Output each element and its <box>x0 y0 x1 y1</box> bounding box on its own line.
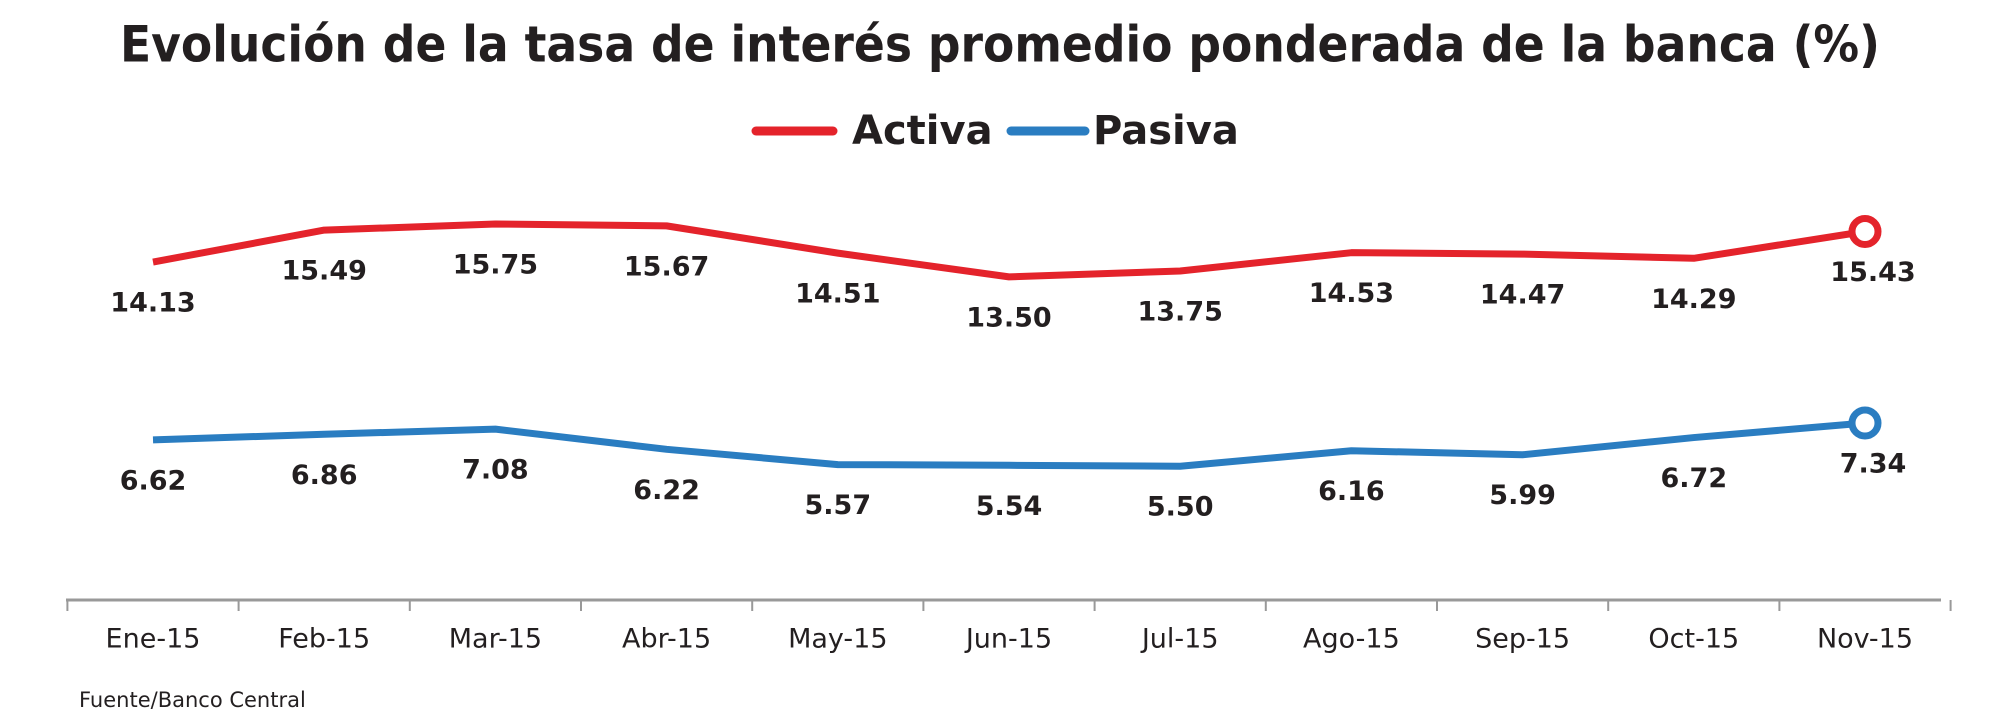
legend-label: Activa <box>852 108 993 154</box>
data-label: 7.08 <box>462 455 529 486</box>
data-label: 7.34 <box>1840 449 1907 480</box>
end-marker <box>1848 406 1882 440</box>
x-tick-label: Sep-15 <box>1475 624 1570 655</box>
data-label: 5.99 <box>1489 480 1556 511</box>
end-marker <box>1848 215 1882 249</box>
data-label: 15.43 <box>1830 257 1915 288</box>
x-tick-label: Oct-15 <box>1648 624 1739 655</box>
x-tick-label: Abr-15 <box>622 624 711 655</box>
x-tick-label: Jun-15 <box>964 624 1052 655</box>
x-tick-label: Ene-15 <box>106 624 201 655</box>
data-label: 14.47 <box>1480 280 1565 311</box>
legend-label: Pasiva <box>1093 108 1239 154</box>
data-label: 5.54 <box>976 491 1043 522</box>
data-label: 15.75 <box>453 250 538 281</box>
data-label: 15.49 <box>281 256 366 287</box>
data-label: 14.13 <box>110 288 195 319</box>
series-line <box>152 419 1866 470</box>
data-label: 13.75 <box>1137 297 1222 328</box>
series-line <box>152 220 1866 281</box>
x-tick-label: Feb-15 <box>278 624 370 655</box>
data-label: 6.72 <box>1660 463 1727 494</box>
data-label: 6.22 <box>633 475 700 506</box>
x-tick-label: Mar-15 <box>449 624 542 655</box>
data-label: 14.51 <box>795 279 880 310</box>
x-tick-label: Jul-15 <box>1140 624 1219 655</box>
data-label: 5.57 <box>804 490 871 521</box>
data-label: 15.67 <box>624 251 709 282</box>
source-note: Fuente/Banco Central <box>79 688 306 712</box>
data-label: 13.50 <box>966 302 1051 333</box>
data-label: 5.50 <box>1147 492 1214 523</box>
x-tick-label: Nov-15 <box>1817 624 1913 655</box>
x-tick-label: May-15 <box>788 624 887 655</box>
data-label: 14.53 <box>1309 278 1394 309</box>
x-tick-label: Ago-15 <box>1303 624 1400 655</box>
chart-title: Evolución de la tasa de interés promedio… <box>120 16 1880 74</box>
data-label: 6.86 <box>291 460 358 491</box>
data-label: 6.62 <box>120 465 187 496</box>
data-label: 6.16 <box>1318 476 1385 507</box>
data-label: 14.29 <box>1651 284 1736 315</box>
